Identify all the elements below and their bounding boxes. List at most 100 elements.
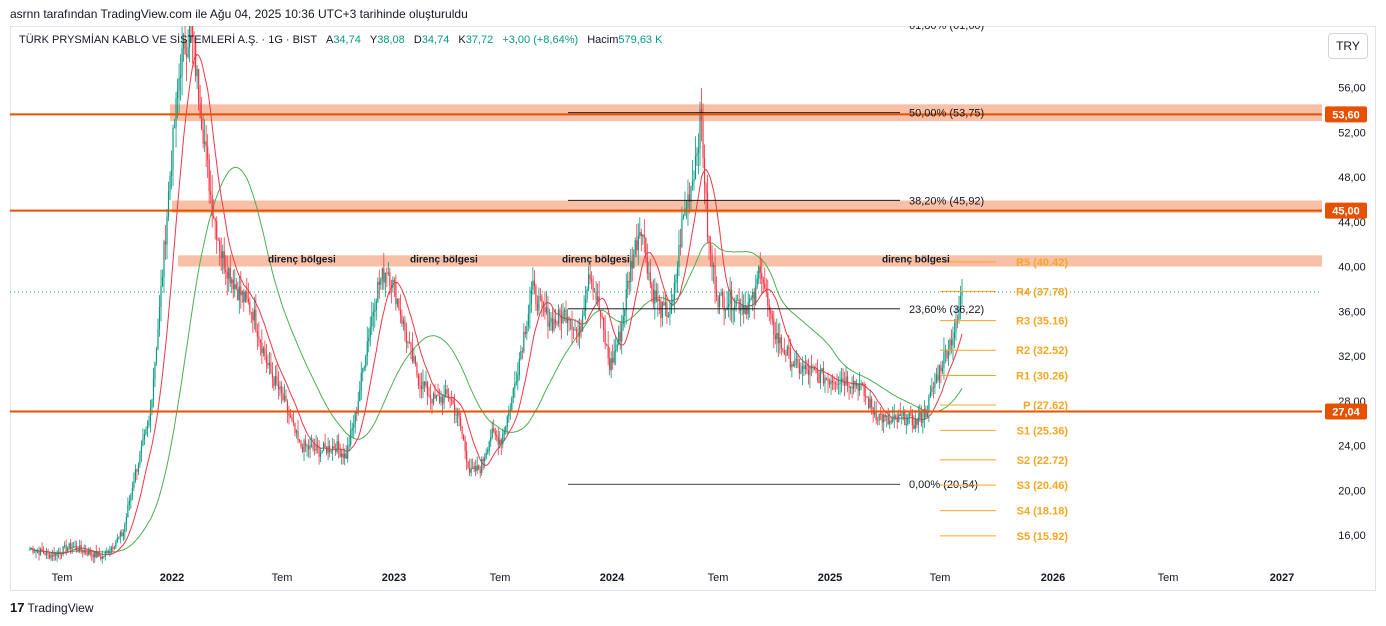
candle-body [771, 314, 773, 319]
candle-body [319, 452, 322, 457]
candle-body [687, 194, 689, 209]
candle-body [33, 552, 36, 553]
candle-body [777, 332, 779, 344]
price-chart[interactable]: 61,80% (61,60) 50,00% (53,75) 38,20% (45,9… [10, 26, 1376, 591]
candle-body [825, 378, 828, 380]
candle-body [247, 298, 249, 303]
candle-body [857, 383, 859, 391]
candle-body [752, 291, 754, 299]
candle-body [926, 412, 928, 418]
candle-body [115, 542, 117, 548]
candle-body [678, 244, 680, 268]
candle-body [158, 306, 161, 330]
currency-button[interactable]: TRY [1328, 33, 1368, 59]
candle-body [453, 404, 456, 415]
candle-body [706, 192, 709, 238]
candle-body [562, 311, 564, 324]
candle-body [479, 469, 481, 474]
candle-body [238, 286, 240, 301]
candle-body [464, 440, 466, 451]
candle-body [640, 232, 642, 237]
candle-body [119, 532, 121, 537]
candle-body [288, 412, 290, 416]
candle-body [782, 348, 784, 350]
candle-body [628, 281, 630, 282]
candle-body [836, 384, 838, 385]
candle-body [125, 517, 127, 525]
candle-body [506, 416, 508, 427]
candle-body [172, 128, 174, 170]
candle-body [953, 332, 956, 339]
candle-body [80, 545, 82, 551]
candle-body [512, 388, 514, 398]
pivot-label-s2: S2 (22.72) [1017, 455, 1069, 467]
fibonacci-levels: 61,80% (61,60) 50,00% (53,75) 38,20% (45,9… [568, 26, 984, 491]
candle-body [133, 480, 135, 488]
candle-body [98, 552, 100, 557]
zone-label-4: direnç bölgesi [882, 255, 950, 266]
price-tag-label-2: 45,00 [1332, 206, 1360, 218]
candle-body [919, 412, 921, 418]
candle-body [199, 102, 201, 119]
candle-body [258, 336, 260, 340]
x-tick-label: 2026 [1041, 572, 1065, 584]
candle-body [600, 310, 602, 317]
candle-body [667, 315, 669, 317]
pivot-levels: R5 (40.42) R4 (37.78) R3 (35.16) R2 (32.52)… [940, 257, 1068, 543]
candle-body [794, 359, 796, 367]
candle-body [134, 469, 136, 481]
candle-body [262, 348, 264, 354]
candle-body [323, 443, 325, 451]
candle-body [711, 253, 713, 267]
candle-body [883, 414, 885, 423]
candle-body [493, 428, 495, 432]
candle-body [298, 440, 301, 442]
candle-body [342, 453, 344, 458]
close-label: K [458, 34, 466, 46]
candle-body [746, 305, 748, 315]
candle-body [315, 445, 317, 451]
candle-body [276, 376, 278, 384]
candle-body [92, 554, 94, 558]
candle-body [405, 331, 408, 344]
candle-body [643, 234, 645, 239]
candle-body [773, 318, 775, 335]
candle-body [444, 389, 447, 394]
candle-body [383, 268, 385, 283]
candle-body [216, 221, 218, 240]
candle-body [581, 316, 584, 332]
candle-body [62, 546, 64, 555]
candle-body [228, 268, 230, 279]
candle-body [48, 553, 51, 559]
candle-body [693, 179, 695, 182]
candle-body [295, 430, 298, 433]
candle-body [185, 54, 188, 57]
candle-body [139, 452, 141, 465]
price-tag-3 [1325, 403, 1367, 420]
candle-body [622, 316, 624, 325]
candle-body [330, 451, 332, 453]
candle-body [539, 296, 542, 298]
candle-body [831, 380, 834, 383]
candle-body [932, 387, 934, 389]
candle-body [146, 425, 149, 430]
x-tick-label: 2023 [382, 572, 406, 584]
candle-body [717, 296, 719, 308]
candle-body [136, 469, 138, 472]
candle-body [250, 311, 252, 313]
y-tick-label: 20,00 [1338, 485, 1366, 497]
volume-label: Hacim [587, 34, 619, 46]
candle-body [575, 329, 578, 333]
candle-body [110, 547, 112, 552]
candle-body [898, 414, 900, 422]
candle-body [627, 281, 629, 290]
candle-body [881, 414, 883, 423]
x-tick-label: Tem [1158, 572, 1179, 584]
candle-body [649, 272, 651, 284]
candle-body [118, 536, 120, 539]
candle-body [862, 383, 864, 385]
candle-body [104, 552, 106, 557]
candle-body [738, 299, 740, 311]
y-tick-label: 36,00 [1338, 306, 1366, 318]
candle-body [621, 324, 623, 342]
